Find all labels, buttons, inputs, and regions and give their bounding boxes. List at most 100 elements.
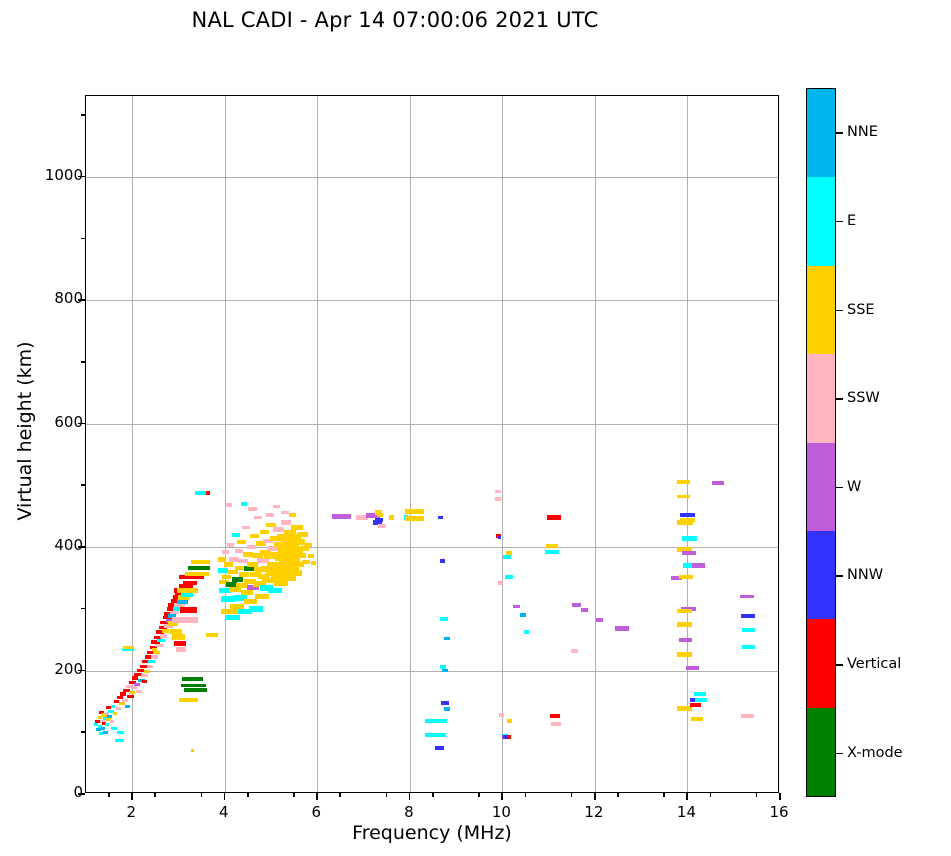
data-echo-mark xyxy=(256,541,266,546)
colorbar-tick xyxy=(836,132,843,134)
data-echo-mark xyxy=(100,719,105,723)
data-echo-mark xyxy=(249,606,264,612)
colorbar-segment-sse[interactable] xyxy=(807,265,835,355)
x-axis-tick xyxy=(593,793,596,800)
data-echo-mark xyxy=(678,574,693,579)
data-echo-mark xyxy=(124,704,131,708)
x-axis-minor-tick xyxy=(755,793,758,797)
data-echo-mark xyxy=(171,634,186,641)
colorbar-segment-w[interactable] xyxy=(807,442,835,531)
data-echo-mark xyxy=(547,515,562,520)
colorbar-segment-vertical[interactable] xyxy=(807,619,835,708)
data-echo-mark xyxy=(223,562,234,567)
x-axis-minor-tick xyxy=(663,793,665,797)
y-axis-tick xyxy=(78,422,85,425)
data-echo-mark xyxy=(224,614,240,621)
data-echo-mark xyxy=(505,574,513,579)
plot-area[interactable] xyxy=(85,95,779,793)
y-axis-minor-tick xyxy=(81,484,85,487)
data-echo-mark xyxy=(546,544,559,548)
y-axis-minor-tick xyxy=(81,360,85,363)
data-echo-mark xyxy=(372,520,383,525)
data-echo-mark xyxy=(217,557,227,562)
colorbar-segment-x-mode[interactable] xyxy=(807,707,835,796)
data-echo-mark xyxy=(404,516,425,522)
data-echo-mark xyxy=(277,533,290,539)
data-echo-mark xyxy=(222,574,232,579)
colorbar-tick xyxy=(836,752,843,755)
y-axis-minor-tick xyxy=(81,237,85,240)
colorbar-label-x-mode: X-mode xyxy=(847,744,903,761)
data-echo-mark xyxy=(103,730,108,734)
data-echo-mark xyxy=(195,490,209,495)
data-echo-mark xyxy=(110,704,116,708)
data-echo-mark xyxy=(221,608,238,615)
data-echo-mark xyxy=(276,568,292,575)
data-echo-mark xyxy=(441,700,449,705)
data-echo-mark xyxy=(289,548,303,554)
data-echo-mark xyxy=(141,673,148,678)
x-axis-tick-label: 2 xyxy=(126,803,137,821)
x-axis-minor-tick xyxy=(200,793,203,797)
data-echo-mark xyxy=(228,569,239,574)
data-echo-mark xyxy=(145,655,153,659)
data-echo-mark xyxy=(131,676,139,680)
data-echo-mark xyxy=(137,669,144,673)
data-echo-mark xyxy=(172,616,198,624)
x-axis-tick xyxy=(131,793,133,800)
gridline-vertical xyxy=(132,96,134,792)
data-echo-mark xyxy=(97,724,102,728)
data-echo-mark xyxy=(178,584,193,589)
data-echo-mark xyxy=(112,712,118,716)
data-echo-mark xyxy=(104,712,110,716)
x-axis-tick xyxy=(316,793,318,800)
data-echo-mark xyxy=(119,692,127,696)
data-echo-mark xyxy=(304,542,312,547)
colorbar-tick xyxy=(836,309,843,312)
y-axis-tick xyxy=(78,546,85,548)
data-echo-mark xyxy=(297,532,308,538)
y-axis-tick-label: 200 xyxy=(54,659,83,678)
data-echo-mark xyxy=(571,648,578,653)
data-echo-mark xyxy=(439,558,445,563)
data-echo-mark xyxy=(234,565,245,571)
data-echo-mark xyxy=(243,565,254,571)
gridline-vertical xyxy=(224,96,226,792)
gridline-vertical xyxy=(687,96,689,792)
data-echo-mark xyxy=(185,572,209,577)
data-echo-mark xyxy=(677,622,693,628)
data-echo-mark xyxy=(176,599,188,604)
x-axis-tick-label: 6 xyxy=(311,803,322,821)
colorbar-segment-nne[interactable] xyxy=(807,89,835,178)
data-echo-mark xyxy=(222,550,230,554)
data-echo-mark xyxy=(494,497,501,501)
data-echo-mark xyxy=(677,652,693,657)
data-echo-mark xyxy=(242,525,250,530)
colorbar-label-vertical: Vertical xyxy=(847,656,902,673)
data-echo-mark xyxy=(158,625,167,630)
colorbar-segment-e[interactable] xyxy=(807,177,835,266)
data-echo-mark xyxy=(284,529,297,536)
y-axis-tick-label: 600 xyxy=(54,412,83,431)
data-echo-mark xyxy=(692,563,706,568)
data-echo-mark xyxy=(264,554,277,560)
data-echo-mark xyxy=(241,502,247,506)
data-echo-mark xyxy=(123,688,130,692)
data-echo-mark xyxy=(494,489,501,494)
colorbar-segment-ssw[interactable] xyxy=(807,354,835,443)
data-echo-mark xyxy=(434,746,445,751)
colorbar[interactable] xyxy=(806,88,836,797)
data-echo-mark xyxy=(138,678,145,682)
colorbar-segment-nnw[interactable] xyxy=(807,530,835,620)
data-echo-mark xyxy=(250,533,259,539)
data-echo-mark xyxy=(442,668,448,673)
y-axis-tick-label: 800 xyxy=(54,289,83,308)
data-echo-mark xyxy=(243,579,256,585)
data-echo-mark xyxy=(183,688,207,693)
data-echo-mark xyxy=(220,596,235,602)
gridline-vertical xyxy=(317,96,319,792)
data-echo-mark xyxy=(226,542,235,547)
data-echo-mark xyxy=(96,728,101,732)
data-echo-mark xyxy=(109,719,115,723)
